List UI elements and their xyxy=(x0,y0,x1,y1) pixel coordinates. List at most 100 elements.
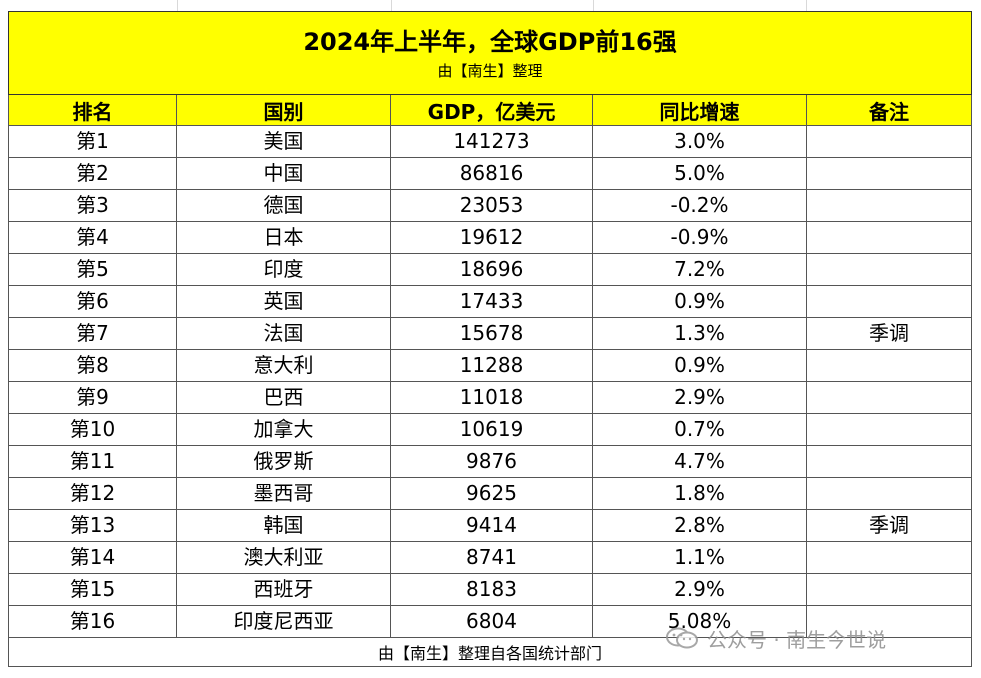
cell-country: 法国 xyxy=(176,317,391,350)
cell-growth: 0.9% xyxy=(592,285,807,318)
table-row: 第15 西班牙 8183 2.9% xyxy=(8,573,973,606)
cell-country: 中国 xyxy=(176,157,391,190)
cell-growth: 5.08% xyxy=(592,605,807,638)
header-country: 国别 xyxy=(176,94,391,126)
cell-note xyxy=(805,573,973,606)
cell-country: 印度 xyxy=(176,253,391,286)
cell-country: 俄罗斯 xyxy=(176,445,391,478)
footer-row: 由【南生】整理自各国统计部门 xyxy=(7,637,973,667)
table-row: 第4 日本 19612 -0.9% xyxy=(8,221,973,254)
cell-growth: 0.9% xyxy=(592,349,807,382)
cell-rank: 第6 xyxy=(8,285,177,318)
cell-gdp: 19612 xyxy=(390,221,593,254)
cell-note xyxy=(805,541,973,574)
gdp-ranking-table: 2024年上半年，全球GDP前16强 由【南生】整理 排名 国别 GDP，亿美元… xyxy=(7,11,973,667)
cell-gdp: 6804 xyxy=(390,605,593,638)
title-row: 2024年上半年，全球GDP前16强 由【南生】整理 xyxy=(7,11,973,95)
cell-note xyxy=(805,349,973,382)
cell-note xyxy=(805,413,973,446)
title-cell: 2024年上半年，全球GDP前16强 由【南生】整理 xyxy=(7,11,973,95)
cell-rank: 第16 xyxy=(8,605,177,638)
table-row: 第14 澳大利亚 8741 1.1% xyxy=(8,541,973,574)
cell-gdp: 8183 xyxy=(390,573,593,606)
header-row: 排名 国别 GDP，亿美元 同比增速 备注 xyxy=(8,94,973,126)
cell-country: 英国 xyxy=(176,285,391,318)
cell-country: 墨西哥 xyxy=(176,477,391,510)
cell-country: 日本 xyxy=(176,221,391,254)
table-row: 第16 印度尼西亚 6804 5.08% xyxy=(8,605,973,638)
header-note: 备注 xyxy=(805,94,973,126)
cell-note xyxy=(805,381,973,414)
cell-country: 意大利 xyxy=(176,349,391,382)
cell-note xyxy=(805,253,973,286)
cell-rank: 第10 xyxy=(8,413,177,446)
table-row: 第5 印度 18696 7.2% xyxy=(8,253,973,286)
cell-country: 加拿大 xyxy=(176,413,391,446)
gridline xyxy=(593,0,594,12)
header-rank: 排名 xyxy=(8,94,177,126)
header-gdp: GDP，亿美元 xyxy=(390,94,593,126)
cell-rank: 第2 xyxy=(8,157,177,190)
cell-gdp: 11288 xyxy=(390,349,593,382)
cell-growth: 1.8% xyxy=(592,477,807,510)
cell-rank: 第13 xyxy=(8,509,177,542)
cell-gdp: 11018 xyxy=(390,381,593,414)
cell-note: 季调 xyxy=(805,509,973,542)
table-row: 第7 法国 15678 1.3% 季调 xyxy=(8,317,973,350)
cell-rank: 第8 xyxy=(8,349,177,382)
cell-note xyxy=(805,445,973,478)
cell-note: 季调 xyxy=(805,317,973,350)
cell-note xyxy=(805,189,973,222)
cell-gdp: 23053 xyxy=(390,189,593,222)
cell-growth: 2.8% xyxy=(592,509,807,542)
cell-growth: -0.2% xyxy=(592,189,807,222)
cell-rank: 第11 xyxy=(8,445,177,478)
cell-note xyxy=(805,605,973,638)
cell-country: 西班牙 xyxy=(176,573,391,606)
cell-growth: 7.2% xyxy=(592,253,807,286)
source-note: 由【南生】整理自各国统计部门 xyxy=(7,637,973,667)
cell-growth: 2.9% xyxy=(592,573,807,606)
cell-growth: -0.9% xyxy=(592,221,807,254)
table-row: 第3 德国 23053 -0.2% xyxy=(8,189,973,222)
cell-country: 巴西 xyxy=(176,381,391,414)
cell-gdp: 86816 xyxy=(390,157,593,190)
table-row: 第6 英国 17433 0.9% xyxy=(8,285,973,318)
table-row: 第8 意大利 11288 0.9% xyxy=(8,349,973,382)
cell-rank: 第9 xyxy=(8,381,177,414)
cell-growth: 5.0% xyxy=(592,157,807,190)
gridline xyxy=(177,0,178,12)
cell-gdp: 9876 xyxy=(390,445,593,478)
cell-gdp: 18696 xyxy=(390,253,593,286)
cell-note xyxy=(805,157,973,190)
cell-note xyxy=(805,477,973,510)
cell-rank: 第5 xyxy=(8,253,177,286)
cell-note xyxy=(805,221,973,254)
table-row: 第11 俄罗斯 9876 4.7% xyxy=(8,445,973,478)
cell-gdp: 15678 xyxy=(390,317,593,350)
cell-growth: 1.3% xyxy=(592,317,807,350)
table-row: 第12 墨西哥 9625 1.8% xyxy=(8,477,973,510)
cell-rank: 第12 xyxy=(8,477,177,510)
cell-rank: 第3 xyxy=(8,189,177,222)
cell-gdp: 141273 xyxy=(390,125,593,158)
table-subtitle: 由【南生】整理 xyxy=(437,61,543,80)
cell-growth: 0.7% xyxy=(592,413,807,446)
cell-growth: 1.1% xyxy=(592,541,807,574)
cell-gdp: 9625 xyxy=(390,477,593,510)
cell-rank: 第4 xyxy=(8,221,177,254)
cell-rank: 第1 xyxy=(8,125,177,158)
cell-country: 美国 xyxy=(176,125,391,158)
cell-gdp: 8741 xyxy=(390,541,593,574)
cell-country: 德国 xyxy=(176,189,391,222)
table-row: 第13 韩国 9414 2.8% 季调 xyxy=(8,509,973,542)
cell-country: 印度尼西亚 xyxy=(176,605,391,638)
header-growth: 同比增速 xyxy=(592,94,807,126)
gridline xyxy=(391,0,392,12)
table-row: 第1 美国 141273 3.0% xyxy=(8,125,973,158)
cell-rank: 第14 xyxy=(8,541,177,574)
cell-rank: 第7 xyxy=(8,317,177,350)
cell-rank: 第15 xyxy=(8,573,177,606)
cell-gdp: 17433 xyxy=(390,285,593,318)
